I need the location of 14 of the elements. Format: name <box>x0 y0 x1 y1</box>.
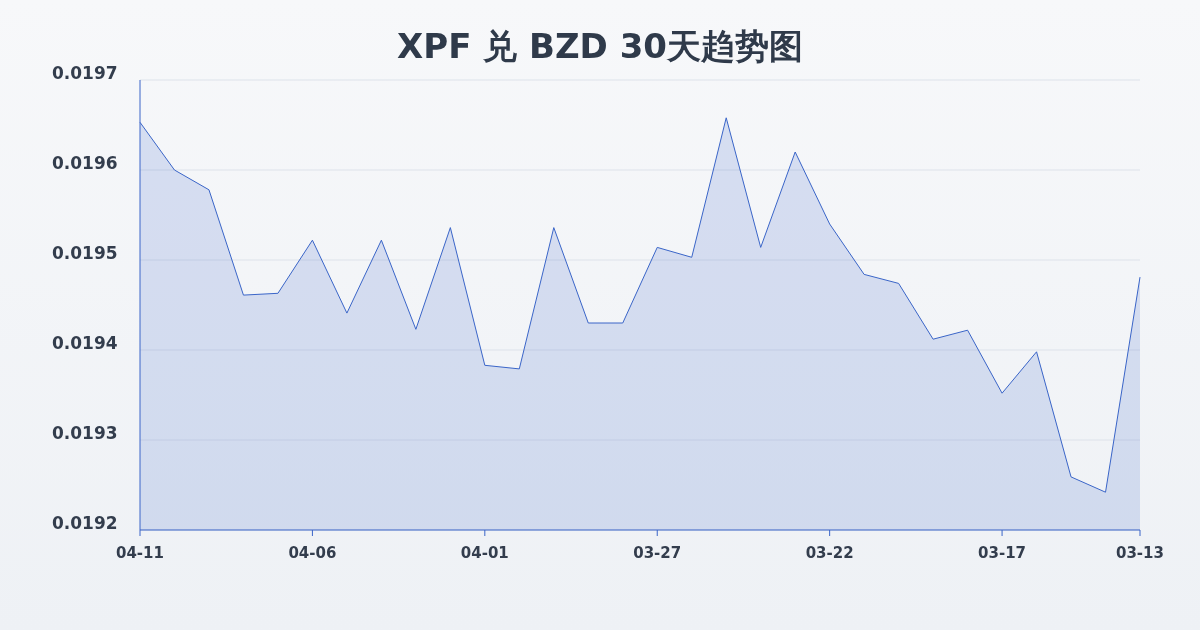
y-tick-label: 0.0195 <box>52 243 118 264</box>
y-tick-label: 0.0192 <box>52 513 118 534</box>
x-tick-label: 04-11 <box>116 544 164 562</box>
x-tick-label: 03-17 <box>978 544 1027 562</box>
x-tick-label: 04-06 <box>288 544 337 562</box>
x-tick-label: 03-22 <box>805 544 854 562</box>
y-tick-label: 0.0194 <box>52 333 118 354</box>
y-tick-label: 0.0193 <box>52 423 118 444</box>
x-tick-label: 04-01 <box>460 544 509 562</box>
y-tick-label: 0.0197 <box>52 63 118 84</box>
x-tick-label: 03-13 <box>1116 544 1164 562</box>
chart-title: XPF 兑 BZD 30天趋势图 <box>397 26 803 66</box>
x-tick-label: 03-27 <box>633 544 682 562</box>
y-tick-label: 0.0196 <box>52 153 118 174</box>
